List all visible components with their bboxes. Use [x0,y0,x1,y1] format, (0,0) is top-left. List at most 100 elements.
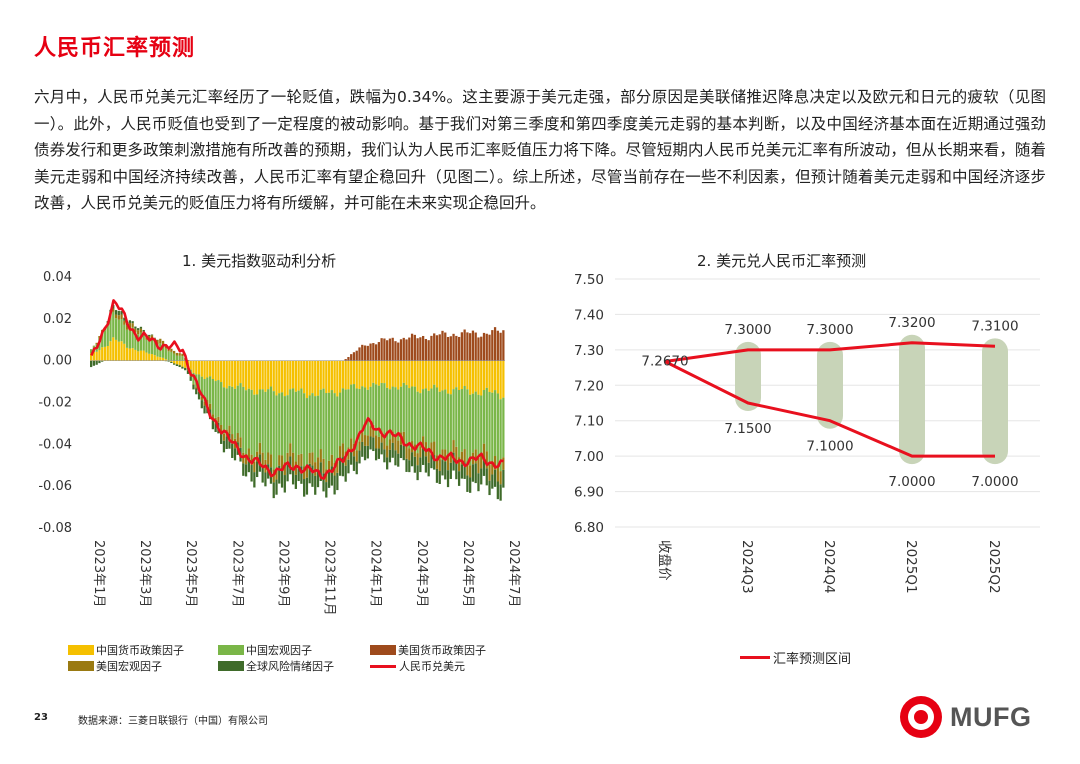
bar-cn-macro [225,388,228,430]
x-tick-label: 2025Q1 [903,540,919,594]
data-source: 数据来源：三菱日联银行（中国）有限公司 [78,716,268,727]
bar-us-macro [192,383,195,385]
bar-us-policy [493,327,497,361]
bar-risk [446,470,450,488]
bar-cn-policy [402,360,405,383]
bar-cn-policy [173,360,176,364]
bar-risk [131,321,134,324]
bar-us-policy [496,330,499,361]
bar-cn-policy [469,360,472,395]
y-tick-label: 6.90 [574,485,604,501]
bar-us-policy [435,335,439,361]
bar-us-policy [452,333,455,361]
bar-risk [427,462,430,477]
bar-us-macro [319,449,322,463]
bar-risk [413,456,416,473]
bar-cn-macro [247,388,250,449]
bar-cn-macro [449,394,452,452]
bar-cn-policy [239,360,242,384]
bar-risk [482,458,486,476]
bar-us-macro [341,443,345,458]
bar-risk [300,466,303,484]
bar-us-policy [361,344,364,361]
bar-us-macro [391,431,394,443]
bar-cn-macro [410,386,414,442]
bar-cn-policy [283,360,286,397]
bar-us-macro [397,440,400,454]
bar-cn-policy [181,360,184,367]
bar-cn-macro [463,385,466,450]
bar-us-macro [256,451,259,462]
bar-cn-macro [471,393,475,453]
bar-risk [181,366,184,369]
bar-us-macro [283,462,286,476]
bar-risk [303,479,306,497]
bar-risk [377,448,380,459]
bar-us-policy [352,352,356,361]
bar-cn-policy [314,360,317,397]
bar-cn-macro [374,384,378,436]
bar-us-macro [394,436,397,451]
bar-cn-policy [361,360,364,387]
y-tick-label: -0.08 [38,521,72,536]
bar-cn-macro [455,387,458,447]
bar-risk [372,437,375,452]
bar-us-macro [485,451,488,469]
bar-us-macro [286,452,289,465]
y-tick-label: 6.80 [574,520,604,536]
mufg-logo: MUFG [900,696,1031,738]
bar-cn-policy [137,351,140,361]
bar-us-policy [424,338,428,361]
bar-cn-policy [322,360,325,389]
bar-risk [474,463,477,484]
legend-item-cn-policy: 中国货币政策因子 [68,642,184,658]
bar-cn-macro [438,391,441,460]
bar-risk [316,469,320,488]
bar-risk [466,475,469,492]
bar-cn-policy [131,348,134,361]
bar-us-macro [120,314,123,319]
bar-cn-macro [327,392,331,461]
bar-cn-macro [286,395,289,453]
bar-us-macro [460,451,463,465]
bar-us-macro [228,425,231,434]
legend-label: 人民币兑美元 [399,660,465,673]
bar-cn-policy [175,360,179,365]
bar-cn-policy [496,360,499,394]
y-tick-label: 7.10 [574,414,604,430]
bar-us-policy [394,341,397,361]
bar-cn-policy [463,360,466,386]
bar-cn-policy [366,360,369,390]
bar-cn-policy [90,353,93,361]
bar-cn-policy [480,360,483,396]
bar-cn-macro [469,394,472,466]
bar-cn-macro [231,386,234,435]
x-tick-label: 2024年1月 [368,540,383,607]
bar-risk [460,464,463,479]
bar-cn-macro [408,388,411,449]
bar-us-policy [449,336,452,361]
bar-us-macro [374,435,378,449]
bar-us-policy [369,343,372,361]
bar-us-policy [457,336,461,361]
bar-risk [449,462,452,479]
bar-risk [214,423,217,432]
bar-cn-macro [114,318,118,340]
bar-risk [278,465,281,484]
bar-cn-policy [258,360,262,390]
bar-risk [220,432,223,444]
bar-cn-policy [427,360,430,391]
bar-risk [463,462,466,479]
cny-usd-line [90,299,504,481]
bar-us-macro [322,458,325,474]
bar-cn-policy [333,360,336,394]
bar-risk [422,448,425,465]
bar-us-macro [422,436,425,449]
bar-us-macro [222,433,226,441]
bar-risk [148,334,151,336]
bar-risk [120,311,123,315]
bar-risk [491,474,494,489]
bar-cn-macro [372,382,375,425]
bar-risk [369,436,372,450]
